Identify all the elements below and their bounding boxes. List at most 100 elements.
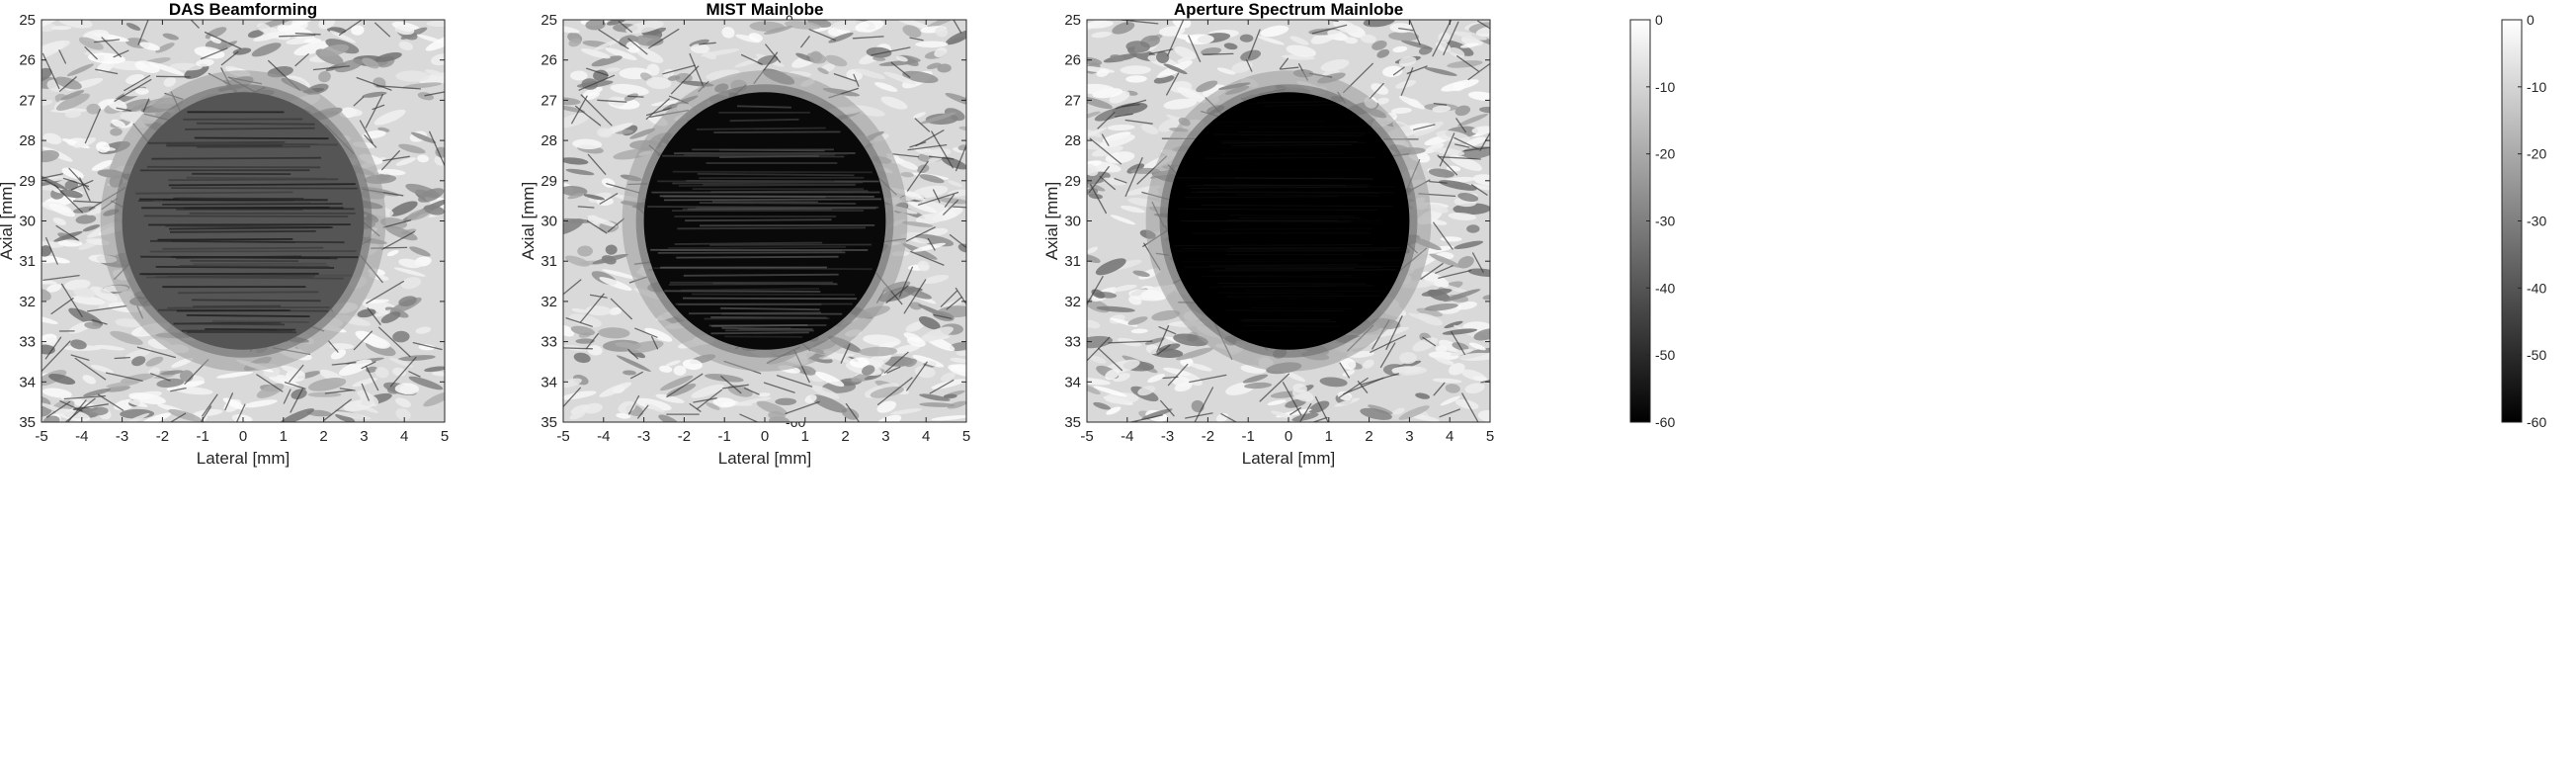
chart-title: MIST Mainlobe — [706, 0, 824, 19]
colorbar-tick-label: -10 — [2527, 79, 2546, 95]
colorbar-tick-label: 0 — [1655, 12, 1663, 28]
x-tick-label: 1 — [280, 428, 288, 445]
y-tick-label: 30 — [19, 214, 36, 230]
colorbar-tick-label: -20 — [1655, 146, 1675, 162]
cyst-region — [1167, 92, 1410, 350]
y-tick-label: 26 — [19, 52, 36, 69]
y-tick-label: 35 — [19, 414, 36, 431]
colorbar: 0 -10 -20 -30 -40 -50 -60 — [1629, 12, 1675, 430]
x-tick-label: 3 — [360, 428, 368, 445]
colorbar-tick-label: -50 — [2527, 347, 2546, 363]
y-tick-label: 32 — [540, 294, 557, 310]
x-tick-label: 1 — [801, 428, 809, 445]
x-tick-label: 4 — [1446, 428, 1454, 445]
ultrasound-image — [563, 20, 966, 422]
chart-panel-3: -5 -4 -3 -2 -1 0 1 2 3 4 52526272829303132333435Ap… — [1042, 0, 2546, 468]
y-tick-label: 29 — [19, 173, 36, 190]
y-tick-label: 29 — [1064, 173, 1081, 190]
x-tick-label: 1 — [1325, 428, 1333, 445]
panels-container: -5 -4 -3 -2 -1 0 1 2 3 4 52526272829303132333435DA… — [0, 0, 2546, 468]
x-tick-label: 5 — [962, 428, 970, 445]
colorbar-tick-label: -10 — [1655, 79, 1675, 95]
y-axis-label: Axial [mm] — [519, 182, 538, 260]
chart-title: Aperture Spectrum Mainlobe — [1174, 0, 1403, 19]
chart-panel-2: -5 -4 -3 -2 -1 0 1 2 3 4 52526272829303132333435MI… — [519, 0, 1675, 468]
y-tick-label: 25 — [1064, 12, 1081, 29]
x-tick-label: 0 — [761, 428, 769, 445]
y-tick-label: 25 — [19, 12, 36, 29]
cyst-streaks — [135, 111, 359, 334]
x-tick-label: 2 — [841, 428, 849, 445]
y-tick-label: 27 — [19, 92, 36, 109]
y-tick-label: 29 — [540, 173, 557, 190]
x-tick-label: 2 — [319, 428, 327, 445]
cyst-streaks — [1173, 101, 1405, 332]
x-tick-label: -4 — [1121, 428, 1133, 445]
y-tick-label: 27 — [1064, 92, 1081, 109]
y-tick-label: 28 — [540, 132, 557, 149]
x-tick-label: -2 — [678, 428, 691, 445]
y-tick-label: 31 — [1064, 253, 1081, 270]
ultrasound-image — [42, 20, 445, 422]
colorbar-tick-label: -60 — [1655, 414, 1675, 430]
x-tick-label: 2 — [1365, 428, 1372, 445]
y-tick-label: 27 — [540, 92, 557, 109]
y-tick-label: 30 — [1064, 214, 1081, 230]
chart-panel-1: -5 -4 -3 -2 -1 0 1 2 3 4 52526272829303132333435DA… — [0, 0, 805, 468]
x-tick-label: -5 — [35, 428, 47, 445]
y-tick-label: 25 — [540, 12, 557, 29]
x-tick-label: -4 — [75, 428, 88, 445]
y-tick-label: 30 — [540, 214, 557, 230]
y-tick-label: 33 — [540, 334, 557, 351]
y-tick-label: 34 — [540, 374, 557, 390]
x-tick-label: -1 — [718, 428, 731, 445]
x-tick-label: -5 — [1080, 428, 1093, 445]
colorbar-tick-label: -40 — [2527, 280, 2546, 296]
colorbar-tick-label: -60 — [2527, 414, 2546, 430]
y-tick-label: 34 — [1064, 374, 1081, 390]
y-tick-label: 35 — [540, 414, 557, 431]
x-tick-label: 5 — [1486, 428, 1494, 445]
x-tick-label: -3 — [1161, 428, 1174, 445]
x-tick-label: 3 — [881, 428, 889, 445]
x-tick-label: 4 — [400, 428, 408, 445]
colorbar-tick-label: -20 — [2527, 146, 2546, 162]
y-tick-label: 32 — [19, 294, 36, 310]
x-tick-label: -3 — [637, 428, 650, 445]
y-tick-label: 35 — [1064, 414, 1081, 431]
cyst-region — [122, 92, 365, 350]
x-axis-label: Lateral [mm] — [197, 449, 290, 468]
x-tick-label: -1 — [197, 428, 209, 445]
x-tick-label: 3 — [1405, 428, 1413, 445]
x-tick-label: 5 — [441, 428, 449, 445]
y-tick-label: 31 — [540, 253, 557, 270]
y-tick-label: 32 — [1064, 294, 1081, 310]
y-tick-label: 26 — [1064, 52, 1081, 69]
y-tick-label: 31 — [19, 253, 36, 270]
x-tick-label: -5 — [556, 428, 569, 445]
y-tick-label: 26 — [540, 52, 557, 69]
x-tick-label: 0 — [1285, 428, 1292, 445]
x-axis-label: Lateral [mm] — [718, 449, 811, 468]
colorbar: 0 -10 -20 -30 -40 -50 -60 — [2501, 12, 2546, 430]
ultrasound-image — [1087, 20, 1490, 422]
x-tick-label: 4 — [922, 428, 930, 445]
x-tick-label: -2 — [1202, 428, 1214, 445]
colorbar-tick-label: -30 — [2527, 214, 2546, 229]
y-tick-label: 33 — [19, 334, 36, 351]
cyst-streaks — [647, 105, 882, 338]
y-axis-label: Axial [mm] — [0, 182, 16, 260]
x-tick-label: 0 — [239, 428, 247, 445]
colorbar-tick-label: -40 — [1655, 280, 1675, 296]
x-axis-label: Lateral [mm] — [1242, 449, 1335, 468]
y-tick-label: 33 — [1064, 334, 1081, 351]
y-tick-label: 28 — [1064, 132, 1081, 149]
y-axis-label: Axial [mm] — [1042, 182, 1061, 260]
colorbar-tick-label: -50 — [1655, 347, 1675, 363]
chart-title: DAS Beamforming — [169, 0, 317, 19]
x-tick-label: -4 — [597, 428, 610, 445]
x-tick-label: -3 — [116, 428, 128, 445]
x-tick-label: -2 — [156, 428, 169, 445]
x-tick-label: -1 — [1242, 428, 1255, 445]
